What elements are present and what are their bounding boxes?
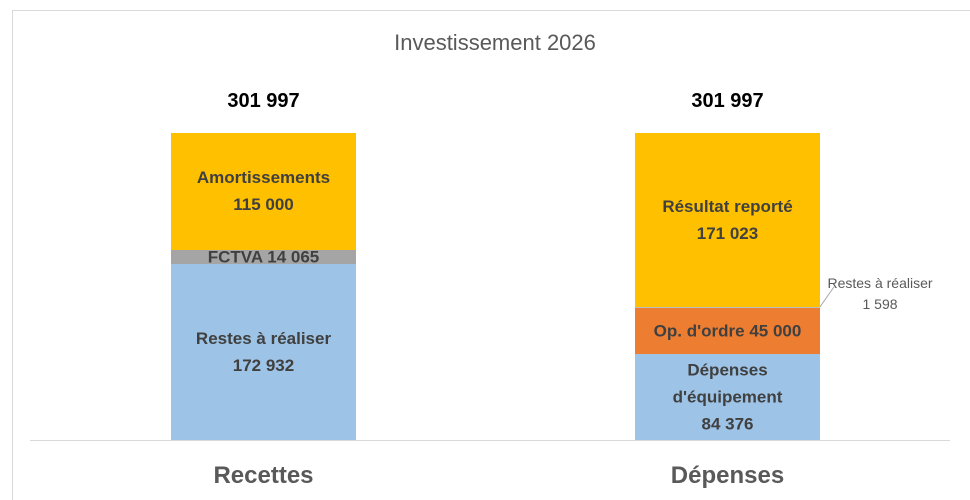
series-name: Dépenses d'équipement bbox=[672, 360, 783, 407]
value-label: 84 376 bbox=[701, 414, 754, 434]
x-tick-label: Recettes bbox=[213, 462, 314, 489]
chart-title: Investissement 2026 bbox=[394, 30, 596, 55]
data-label: Restes à réaliser 1 598 bbox=[827, 273, 932, 315]
value-label: 45 000 bbox=[749, 321, 802, 341]
bar-segment bbox=[171, 133, 356, 250]
series-name: Op. d'ordre bbox=[653, 321, 745, 341]
series-name: Résultat reporté bbox=[662, 196, 793, 216]
bar-segment bbox=[635, 354, 820, 440]
value-label: 14 065 bbox=[267, 247, 320, 267]
data-label: FCTVA 14 065 bbox=[208, 244, 320, 271]
chart-frame bbox=[12, 10, 970, 500]
value-label: 172 932 bbox=[232, 356, 295, 376]
data-label: Restes à réaliser 172 932 bbox=[176, 325, 351, 379]
data-label: Dépenses d'équipement 84 376 bbox=[640, 357, 815, 438]
value-label: 115 000 bbox=[233, 195, 294, 215]
series-name: Restes à réaliser bbox=[195, 329, 332, 349]
baseline bbox=[30, 440, 950, 441]
bar-segment bbox=[635, 308, 820, 355]
total-label: 301 997 bbox=[691, 90, 764, 112]
bar-segment bbox=[635, 306, 820, 309]
value-label: 1 598 bbox=[862, 295, 898, 312]
bar-segment bbox=[635, 133, 820, 307]
data-label: Résultat reporté 171 023 bbox=[640, 193, 815, 247]
bar-segment bbox=[171, 264, 356, 440]
value-label: 171 023 bbox=[696, 223, 759, 243]
series-name: Restes à réaliser bbox=[827, 274, 933, 291]
x-tick-label: Dépenses bbox=[670, 462, 785, 489]
bar-segment bbox=[171, 249, 356, 265]
series-name: Amortissements bbox=[196, 168, 331, 188]
data-label: Op. d'ordre 45 000 bbox=[654, 318, 802, 345]
total-label: 301 997 bbox=[227, 90, 300, 112]
leader-line bbox=[819, 286, 835, 308]
series-name: FCTVA bbox=[207, 247, 263, 267]
data-label: Amortissements 115 000 bbox=[176, 164, 351, 218]
